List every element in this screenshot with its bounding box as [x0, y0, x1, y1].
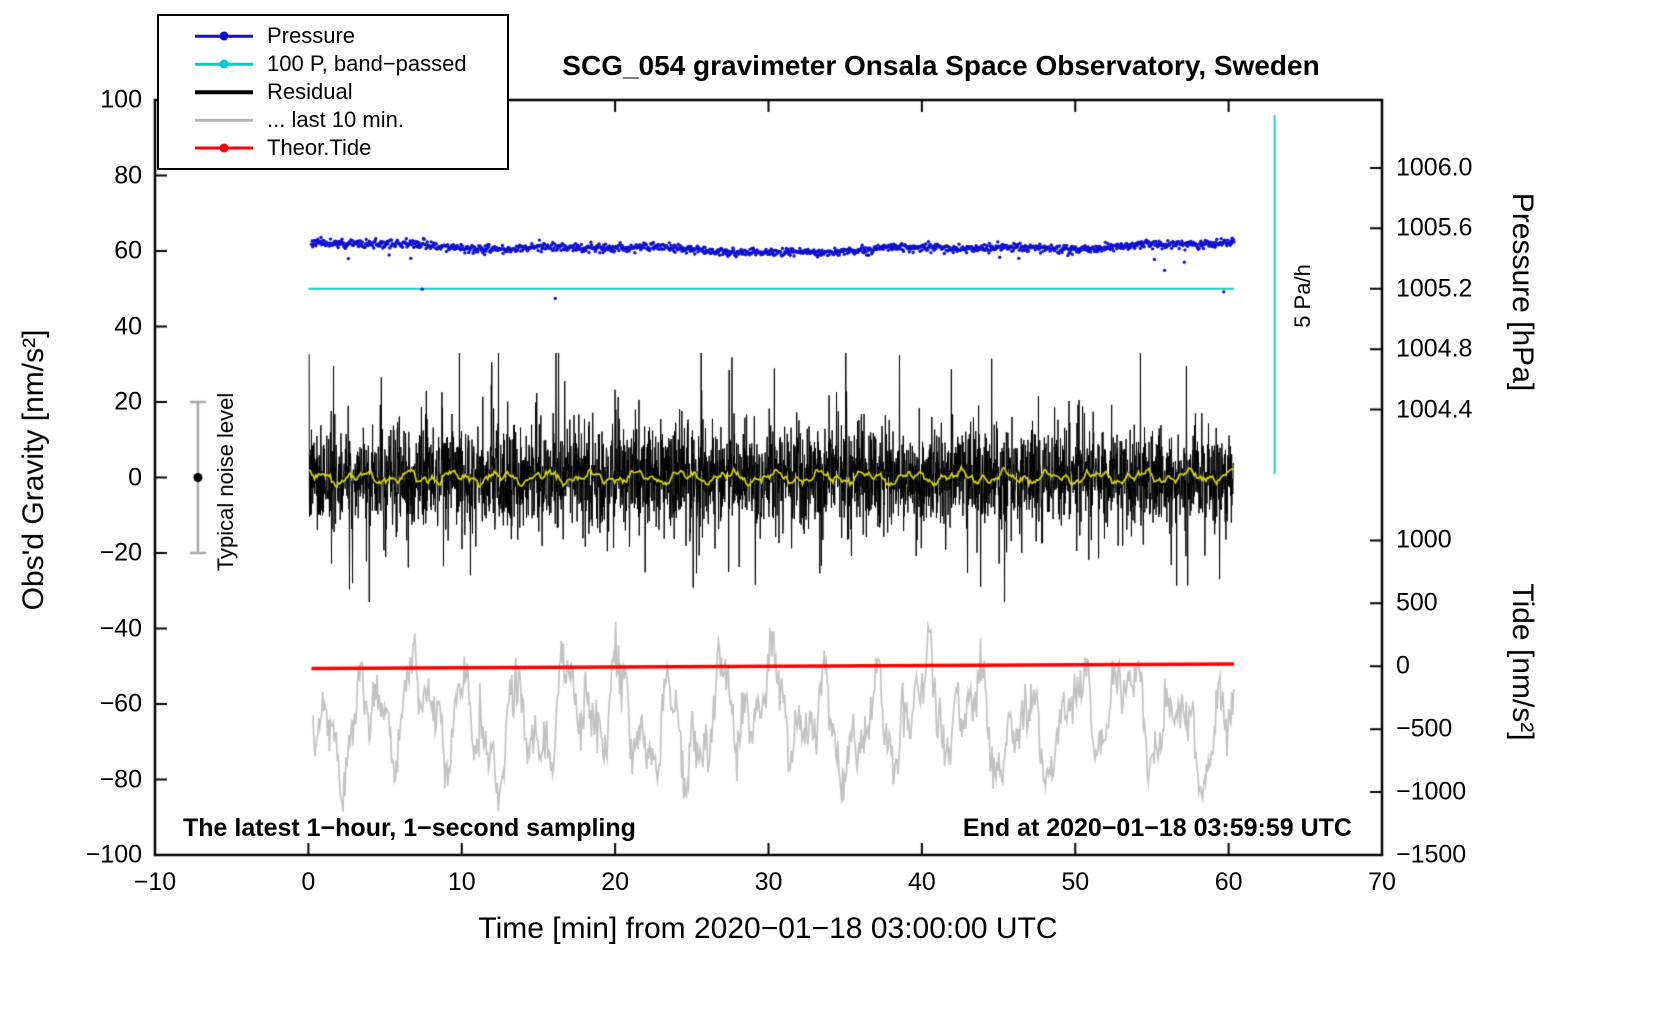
- x-tick-label: 20: [601, 868, 630, 896]
- legend-symbol: [195, 87, 253, 97]
- x-tick-label: 70: [1368, 868, 1396, 896]
- y-tick-label-tide: 1000: [1396, 525, 1452, 554]
- legend-symbol: [195, 59, 253, 69]
- x-tick-label: −10: [133, 868, 177, 896]
- y-tick-label-pressure: 1006.0: [1396, 153, 1473, 182]
- legend-symbol: [195, 143, 253, 153]
- y-tick-label-tide: 500: [1396, 588, 1438, 617]
- y-tick-label-gravity: 100: [100, 85, 142, 114]
- legend-dot: [219, 59, 229, 69]
- legend-label: Pressure: [267, 23, 356, 48]
- sampling-note: The latest 1−hour, 1−second sampling: [183, 814, 636, 842]
- x-tick-label: 40: [907, 868, 936, 896]
- y-tick-label-gravity: −20: [99, 538, 142, 567]
- y-tick-label-tide: 0: [1396, 651, 1410, 680]
- legend-label: ... last 10 min.: [267, 107, 404, 132]
- y-tick-label-pressure: 1004.8: [1396, 334, 1473, 363]
- x-tick-label: 30: [754, 868, 783, 896]
- legend-item-pressure: Pressure: [159, 23, 507, 49]
- legend-item--last-10-min-: ... last 10 min.: [159, 107, 507, 133]
- noise-level-label: Typical noise level: [213, 392, 238, 572]
- y-tick-label-tide: −1500: [1396, 840, 1467, 869]
- x-tick-label: 10: [447, 868, 476, 896]
- y-tick-label-gravity: −40: [99, 614, 142, 642]
- y-tick-label-gravity: −100: [85, 840, 142, 869]
- x-tick-label: 50: [1061, 868, 1090, 896]
- y-tick-label-tide: −1000: [1396, 777, 1467, 806]
- y-tick-label-gravity: −80: [99, 765, 142, 793]
- y-tick-label-gravity: −60: [99, 689, 142, 718]
- y-axis-label-pressure: Pressure [hPa]: [1506, 192, 1539, 392]
- y-tick-label-pressure: 1005.6: [1396, 213, 1473, 242]
- legend-label: Theor.Tide: [267, 135, 372, 160]
- y-tick-label-gravity: 40: [114, 312, 142, 340]
- x-tick-label: 0: [301, 868, 316, 896]
- legend-line: [195, 118, 253, 122]
- legend-line: [195, 90, 253, 94]
- chart-title: SCG_054 gravimeter Onsala Space Observat…: [562, 50, 1320, 81]
- y-tick-label-pressure: 1004.4: [1396, 395, 1473, 424]
- legend-label: 100 P, band−passed: [267, 51, 467, 76]
- y-tick-label-gravity: 0: [128, 463, 142, 491]
- legend-item-theor-tide: Theor.Tide: [159, 135, 507, 161]
- y-tick-label-gravity: 80: [114, 161, 142, 189]
- y-axis-label-gravity: Obs'd Gravity [nm/s²]: [17, 329, 50, 611]
- legend: Pressure 100 P, band−passed Residual ... la…: [157, 14, 509, 170]
- y-tick-label-gravity: 20: [114, 387, 142, 416]
- legend-dot: [219, 31, 229, 41]
- x-axis-label: Time [min] from 2020−01−18 03:00:00 UTC: [478, 912, 1058, 945]
- legend-dot: [219, 143, 229, 153]
- legend-symbol: [195, 31, 253, 41]
- end-time-note: End at 2020−01−18 03:59:59 UTC: [962, 814, 1352, 842]
- legend-item-residual: Residual: [159, 79, 507, 105]
- y-tick-label-pressure: 1005.2: [1396, 274, 1473, 303]
- y-tick-label-gravity: 60: [114, 236, 142, 265]
- pressure-rate-label: 5 Pa/h: [1290, 264, 1315, 328]
- y-axis-label-tide: Tide [nm/s²]: [1506, 583, 1539, 741]
- legend-item-100-p-band-passed: 100 P, band−passed: [159, 51, 507, 77]
- legend-symbol: [195, 115, 253, 125]
- x-tick-label: 60: [1214, 868, 1243, 896]
- legend-label: Residual: [267, 79, 353, 104]
- y-tick-label-tide: −500: [1396, 714, 1453, 743]
